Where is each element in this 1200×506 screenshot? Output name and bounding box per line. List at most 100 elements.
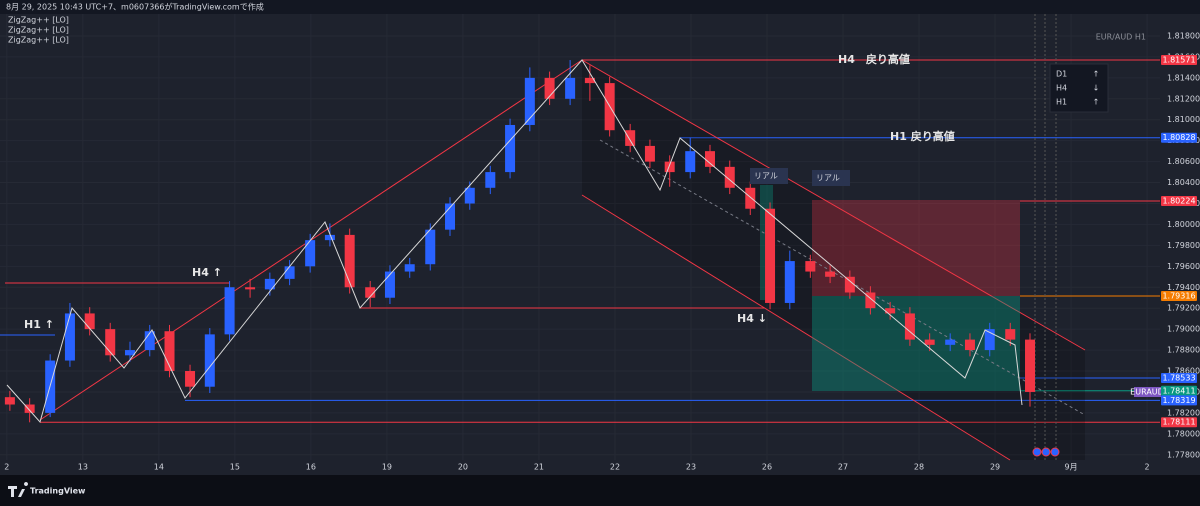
candle-body: [945, 339, 956, 345]
x-tick-label: 15: [230, 463, 240, 472]
price-tag-label: 1.80224: [1162, 196, 1195, 205]
candle-body: [704, 151, 715, 167]
x-tick-label: 13: [78, 463, 88, 472]
candle-body: [724, 166, 735, 188]
y-tick-label: 1.78800: [1167, 346, 1200, 355]
y-tick-label: 1.81200: [1167, 94, 1200, 103]
candle-body: [1005, 329, 1016, 340]
x-tick-label: 20: [458, 463, 468, 472]
price-tag: [1161, 417, 1197, 428]
annotation: H4 戻り高値: [838, 52, 910, 66]
annotation: リアル: [754, 172, 778, 181]
y-tick-label: 1.81000: [1167, 115, 1200, 124]
price-tag: [1161, 132, 1197, 143]
candle-body: [644, 145, 655, 162]
x-tick-label: 14: [154, 463, 164, 472]
candle-body: [404, 264, 415, 272]
x-tick-label: 22: [610, 463, 620, 472]
price-tag-label: 1.78411: [1162, 386, 1195, 395]
x-tick-label: 27: [838, 463, 848, 472]
symbol-tag: [1134, 387, 1161, 397]
indicator-label: ZigZag++ [LO]: [8, 26, 69, 35]
x-tick-label: 23: [686, 463, 696, 472]
zigzag: [6, 59, 1023, 424]
trend-arrow: ↑: [1093, 70, 1100, 79]
candle-body: [84, 313, 95, 330]
candle-body: [24, 404, 35, 413]
candle-body: [805, 261, 816, 272]
price-tag-label: 1.80828: [1162, 133, 1195, 142]
annotation: H1 戻り高値: [890, 129, 955, 143]
price-tag: [1161, 291, 1197, 302]
candle-body: [384, 271, 395, 298]
candle-body: [844, 276, 855, 293]
y-tick-label: 1.79800: [1167, 241, 1200, 250]
candle-body: [505, 124, 516, 173]
candle-body: [224, 287, 235, 335]
x-tick-label: 2: [1145, 463, 1150, 472]
y-tick-label: 1.77800: [1167, 450, 1200, 459]
label-box: [812, 170, 850, 186]
price-tag: [1161, 195, 1197, 206]
candle-body: [745, 187, 756, 209]
candle-body: [765, 208, 776, 303]
candle-body: [245, 287, 256, 290]
candle-body: [284, 266, 295, 279]
logo: [8, 482, 29, 497]
candle-body: [445, 203, 456, 230]
y-tick-label: 1.79400: [1167, 283, 1200, 292]
price-tag-label: 1.78111: [1162, 418, 1195, 427]
candle-body: [865, 292, 876, 309]
annotation: H1 ↑: [24, 318, 54, 331]
brand: TradingView: [30, 487, 86, 496]
annotation: H4 ↓: [737, 312, 767, 325]
annotation: H4 ↑: [192, 266, 222, 279]
candle-body: [625, 130, 636, 146]
event-icon[interactable]: [1032, 447, 1042, 457]
candle-body: [4, 397, 15, 405]
y-tick-label: 1.80000: [1167, 220, 1200, 229]
candle-body: [425, 229, 436, 265]
candle-body: [64, 313, 75, 361]
price-tag: [1161, 54, 1197, 65]
indicator-label: ZigZag++ [LO]: [8, 36, 69, 45]
y-tick-label: 1.78000: [1167, 429, 1200, 438]
y-tick-label: 1.81800: [1167, 31, 1200, 40]
candle-body: [264, 278, 275, 290]
candle-body: [164, 331, 175, 372]
trend-arrow: ↓: [1093, 84, 1100, 93]
candle-body: [984, 329, 995, 351]
trend-timeframe: H1: [1056, 98, 1067, 107]
y-tick-label: 1.80400: [1167, 178, 1200, 187]
candle-body: [144, 331, 155, 351]
candle-body: [924, 339, 935, 345]
candle-body: [904, 313, 915, 340]
candle-body: [124, 350, 135, 356]
candle-body: [185, 371, 196, 387]
candle-body: [565, 77, 576, 99]
candle-body: [964, 339, 975, 351]
y-tick-label: 1.79600: [1167, 262, 1200, 271]
footer: [0, 475, 1200, 506]
candle-body: [305, 240, 316, 267]
x-tick-label: 16: [306, 463, 316, 472]
label-box: [750, 168, 788, 184]
price-tag: [1161, 395, 1197, 406]
candle-body: [105, 329, 116, 356]
trend-arrow: ↑: [1093, 98, 1100, 107]
risk-box: [812, 200, 1020, 296]
candle-body: [784, 261, 795, 303]
event-icon[interactable]: [1050, 447, 1060, 457]
candle-body: [365, 287, 376, 298]
x-tick-label: 28: [914, 463, 924, 472]
price-tag: [1161, 385, 1197, 396]
symbol-label: EURAUD: [1130, 388, 1164, 397]
event-icon[interactable]: [1041, 447, 1051, 457]
trend-box: [1049, 63, 1109, 113]
candle-body: [664, 161, 675, 173]
candle-body: [485, 172, 496, 188]
candle-body: [825, 271, 836, 277]
y-tick-label: 1.80600: [1167, 157, 1200, 166]
candle-body: [584, 77, 595, 84]
